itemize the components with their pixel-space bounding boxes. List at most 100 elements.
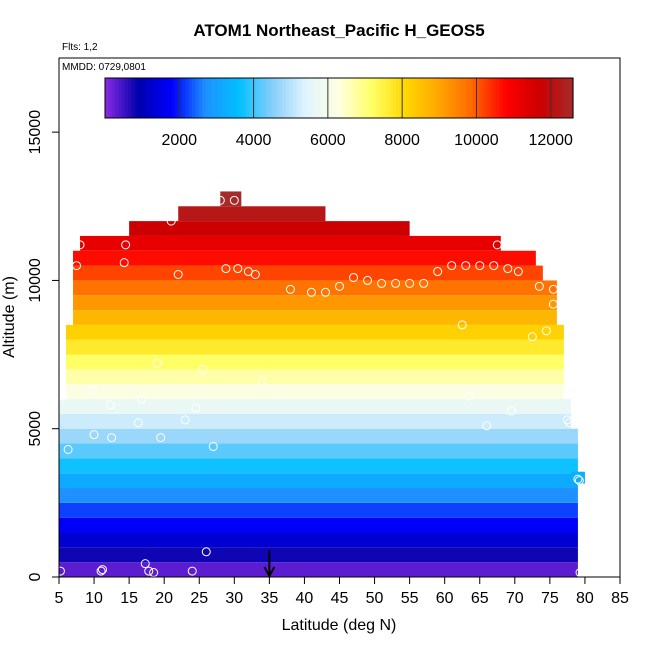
observation-point xyxy=(208,442,218,452)
colorbar-swatch xyxy=(295,78,300,118)
colorbar-swatch xyxy=(552,78,557,118)
observation-point xyxy=(492,240,502,250)
x-tick-label: 80 xyxy=(576,590,594,607)
x-tick-label: 70 xyxy=(506,590,524,607)
altitude-layer xyxy=(59,547,578,563)
colorbar-swatch xyxy=(178,78,183,118)
y-axis: 0 5000 10000 15000 xyxy=(27,110,59,581)
colorbar-swatch xyxy=(506,78,511,118)
y-tick-label: 0 xyxy=(27,572,44,581)
y-tick-label: 5000 xyxy=(27,411,44,447)
colorbar-swatch xyxy=(399,78,404,118)
colorbar-swatch xyxy=(248,78,253,118)
colorbar-swatch xyxy=(462,78,467,118)
observation-point xyxy=(419,278,429,288)
observation-point xyxy=(565,418,575,428)
colorbar-tick-label: 12000 xyxy=(528,132,573,149)
colorbar-swatch xyxy=(158,78,163,118)
colorbar-swatch xyxy=(148,78,153,118)
colorbar-swatch xyxy=(181,78,186,118)
colorbar-swatch xyxy=(412,78,417,118)
altitude-layer xyxy=(73,310,557,325)
colorbar-swatch xyxy=(111,78,116,118)
observation-point xyxy=(391,278,401,288)
colorbar-swatch xyxy=(232,78,236,118)
observation-point xyxy=(489,261,499,271)
x-tick-label: 30 xyxy=(225,590,243,607)
observation-point xyxy=(527,332,537,342)
observation-point xyxy=(574,476,584,486)
observation-point xyxy=(88,385,98,395)
colorbar-swatch xyxy=(479,78,484,118)
colorbar-swatch xyxy=(235,78,240,118)
colorbar-swatch xyxy=(362,78,367,118)
colorbar-swatch xyxy=(395,78,400,118)
colorbar-swatch xyxy=(512,78,517,118)
observation-point xyxy=(320,287,330,297)
x-tick-label: 25 xyxy=(190,590,208,607)
x-tick-label: 85 xyxy=(611,590,629,607)
colorbar-swatch xyxy=(489,78,494,118)
colorbar-swatch xyxy=(492,78,497,118)
observation-point xyxy=(349,272,359,282)
chart-title: ATOM1 Northeast_Pacific H_GEOS5 xyxy=(193,21,484,40)
altitude-layer xyxy=(73,295,557,311)
altitude-layer xyxy=(66,369,564,385)
colorbar-swatch xyxy=(359,78,363,118)
colorbar-swatch xyxy=(308,78,313,118)
colorbar-swatch xyxy=(539,78,544,118)
colorbar-swatch xyxy=(389,78,394,118)
observation-point xyxy=(180,415,190,425)
x-tick-label: 65 xyxy=(471,590,489,607)
altitude-layer xyxy=(129,221,410,236)
colorbar-swatch xyxy=(218,78,223,118)
colorbar-swatch xyxy=(118,78,123,118)
observation-point xyxy=(548,299,558,309)
colorbar-swatch xyxy=(349,78,353,118)
colorbar-swatch xyxy=(469,78,474,118)
colorbar-swatch xyxy=(409,78,414,118)
colorbar-swatch xyxy=(125,78,129,118)
colorbar-swatch xyxy=(275,78,280,118)
observation-point xyxy=(405,278,415,288)
observation-point xyxy=(285,284,295,294)
colorbar-swatch xyxy=(562,78,567,118)
colorbar-swatch xyxy=(292,78,297,118)
colorbar-swatch xyxy=(305,78,310,118)
colorbar-swatch xyxy=(141,78,146,118)
observation-point xyxy=(457,320,467,330)
colorbar-swatch xyxy=(519,78,524,118)
colorbar-swatch xyxy=(556,78,561,118)
colorbar-swatch xyxy=(205,78,210,118)
colorbar-swatch xyxy=(201,78,206,118)
colorbar-swatch xyxy=(315,78,320,118)
observation-point xyxy=(335,281,344,291)
colorbar-swatch xyxy=(238,78,243,118)
observation-point xyxy=(503,264,513,274)
observation-point xyxy=(447,261,457,271)
colorbar-swatch xyxy=(328,78,333,118)
colorbar-swatch xyxy=(422,78,427,118)
colorbar-swatch xyxy=(502,78,507,118)
observation-point xyxy=(513,267,523,277)
colorbar-swatch xyxy=(456,78,460,118)
colorbar-swatch xyxy=(225,78,230,118)
colorbar-swatch xyxy=(161,78,166,118)
altitude-layer xyxy=(59,502,578,518)
colorbar-swatch xyxy=(432,78,437,118)
colorbar-swatch xyxy=(185,78,190,118)
colorbar-swatch xyxy=(372,78,377,118)
colorbar-swatch xyxy=(382,78,387,118)
colorbar-swatch xyxy=(482,78,487,118)
observation-point xyxy=(306,287,316,297)
observation-point xyxy=(433,267,443,277)
observation-point xyxy=(75,240,85,250)
observation-point xyxy=(562,415,572,425)
colorbar-swatch xyxy=(509,78,514,118)
colorbar-swatch xyxy=(355,78,360,118)
colorbar-swatch xyxy=(211,78,216,118)
x-tick-label: 20 xyxy=(155,590,173,607)
x-tick-label: 5 xyxy=(55,590,64,607)
colorbar-swatch xyxy=(272,78,277,118)
